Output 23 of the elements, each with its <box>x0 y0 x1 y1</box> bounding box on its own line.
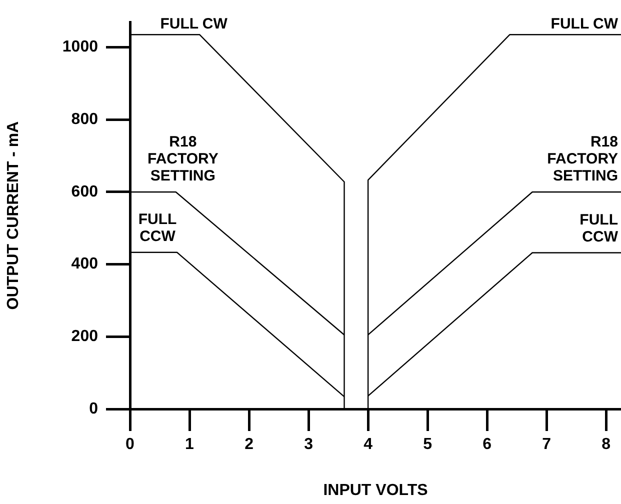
series-label: R18 FACTORY SETTING <box>547 134 618 185</box>
series-label: FULL CCW <box>138 211 177 246</box>
x-tick-label: 6 <box>482 436 492 454</box>
x-tick-label: 2 <box>244 436 254 454</box>
x-tick-label: 3 <box>304 436 314 454</box>
x-tick-label: 4 <box>364 436 373 454</box>
y-tick-label: 0 <box>89 400 98 418</box>
series-label: FULL CCW <box>580 211 619 246</box>
x-tick-label: 0 <box>126 436 135 454</box>
x-axis-title: INPUT VOLTS <box>323 482 428 499</box>
series-label: FULL CW <box>160 15 228 32</box>
x-tick-label: 5 <box>423 436 432 454</box>
series-label: FULL CW <box>550 15 619 32</box>
y-tick-label: 1000 <box>62 38 98 56</box>
y-tick-label: 200 <box>71 328 98 346</box>
series-label: R18 FACTORY SETTING <box>147 134 218 185</box>
x-tick-label: 1 <box>185 436 194 454</box>
y-axis-title: OUTPUT CURRENT - mA <box>5 120 22 310</box>
x-tick-label: 7 <box>542 436 552 454</box>
x-tick-label: 8 <box>602 436 611 454</box>
y-tick-label: 600 <box>71 183 98 200</box>
y-tick-label: 800 <box>71 111 98 128</box>
y-tick-label: 400 <box>71 256 98 273</box>
